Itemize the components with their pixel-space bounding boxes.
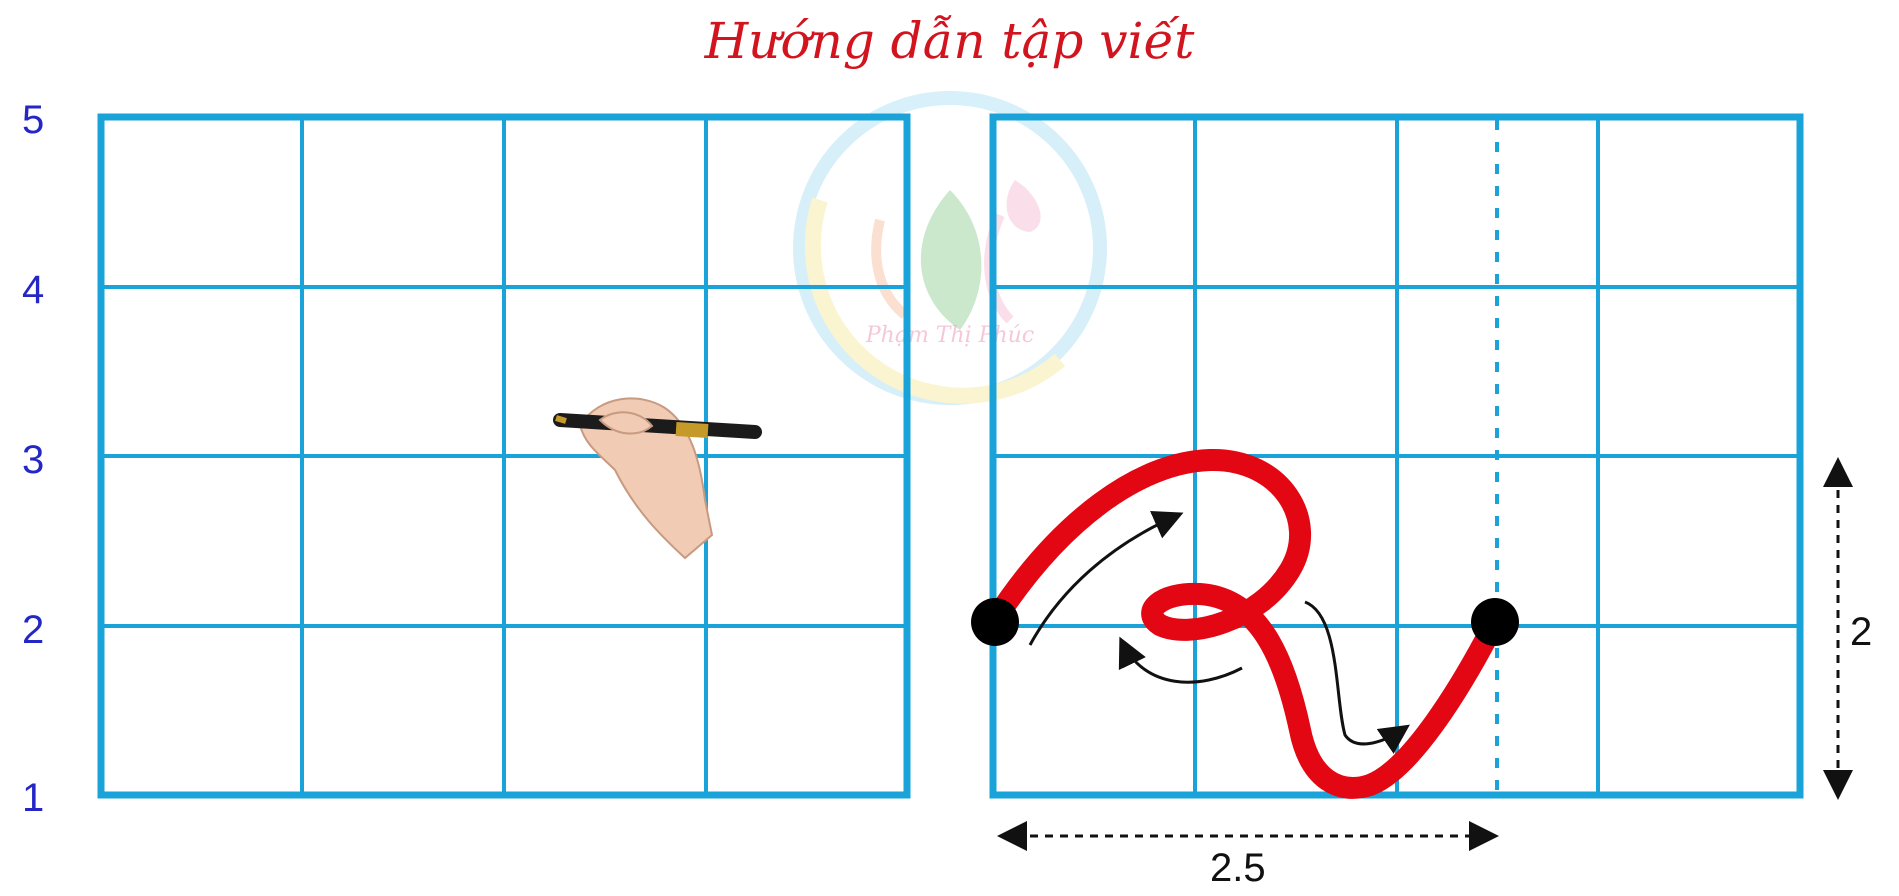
width-dimension-label: 2.5 xyxy=(1210,846,1266,890)
letter-stroke xyxy=(984,448,1506,799)
direction-arrow-down xyxy=(1304,600,1410,754)
row-label-2: 2 xyxy=(22,608,45,652)
height-dimension-label: 2 xyxy=(1850,610,1873,654)
feather-swan-logo-icon xyxy=(793,91,1107,405)
start-point-dot xyxy=(971,598,1019,646)
direction-arrow-loop xyxy=(1118,636,1243,684)
hand-holding-pen-icon xyxy=(553,397,762,560)
row-label-5: 5 xyxy=(22,98,45,142)
page-title: Hướng dẫn tập viết xyxy=(704,12,1195,70)
end-point-dot xyxy=(1471,598,1519,646)
direction-arrow-up xyxy=(1028,510,1184,646)
left-practice-grid xyxy=(97,113,911,799)
row-label-4: 4 xyxy=(22,268,45,312)
watermark-text: Phạm Thị Phúc xyxy=(865,323,1034,348)
right-demo-grid xyxy=(989,113,1804,799)
row-label-3: 3 xyxy=(22,438,45,482)
row-label-1: 1 xyxy=(22,776,45,820)
